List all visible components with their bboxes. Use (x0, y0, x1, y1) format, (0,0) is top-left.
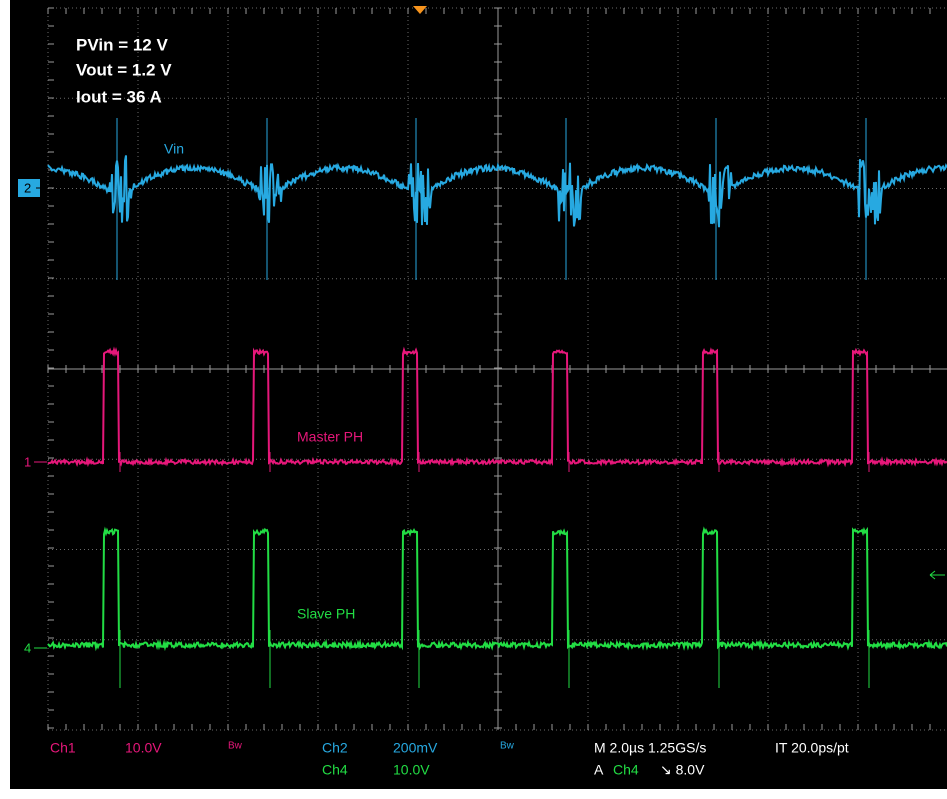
readout-text: M 2.0µs 1.25GS/s (594, 740, 706, 756)
condition: PVin = 12 V (76, 35, 168, 54)
readout-text: IT 20.0ps/pt (775, 740, 849, 756)
graticule (47, 7, 947, 731)
readout-text: Ch2 (322, 740, 348, 756)
channel-marker: 4 (24, 640, 31, 655)
condition: Iout = 36 A (76, 87, 162, 106)
readout-text: 10.0V (393, 762, 430, 778)
trace-label: Master PH (297, 429, 363, 445)
trace-label: Vin (164, 141, 184, 157)
traces (47, 118, 947, 688)
readout-text: ↘ 8.0V (660, 762, 705, 778)
trigger-position-marker (413, 6, 427, 14)
trace-ch4 (47, 526, 947, 652)
screen-background (10, 0, 947, 789)
readout-text: A (594, 762, 604, 778)
readout-text: Ch4 (613, 762, 639, 778)
readout-text: 200mV (393, 740, 438, 756)
readout-text: Bw (500, 741, 515, 752)
trace-ch2 (47, 155, 947, 228)
channel-marker-box (18, 179, 40, 197)
channel-marker: 1 (24, 454, 31, 469)
readout-text: Ch4 (322, 762, 348, 778)
condition: Vout = 1.2 V (76, 60, 172, 79)
readout: Ch1 10.0V Bw Ch2 200mV Bw Ch4 10.0V M 2.… (50, 740, 849, 778)
trace-ch1 (47, 346, 947, 468)
trace-label: Slave PH (297, 606, 355, 622)
readout-text: Bw (228, 741, 243, 752)
readout-text: 10.0V (125, 740, 162, 756)
readout-text: Ch1 (50, 740, 76, 756)
channel-marker: 2 (24, 180, 31, 195)
trigger-level-marker (929, 570, 945, 580)
